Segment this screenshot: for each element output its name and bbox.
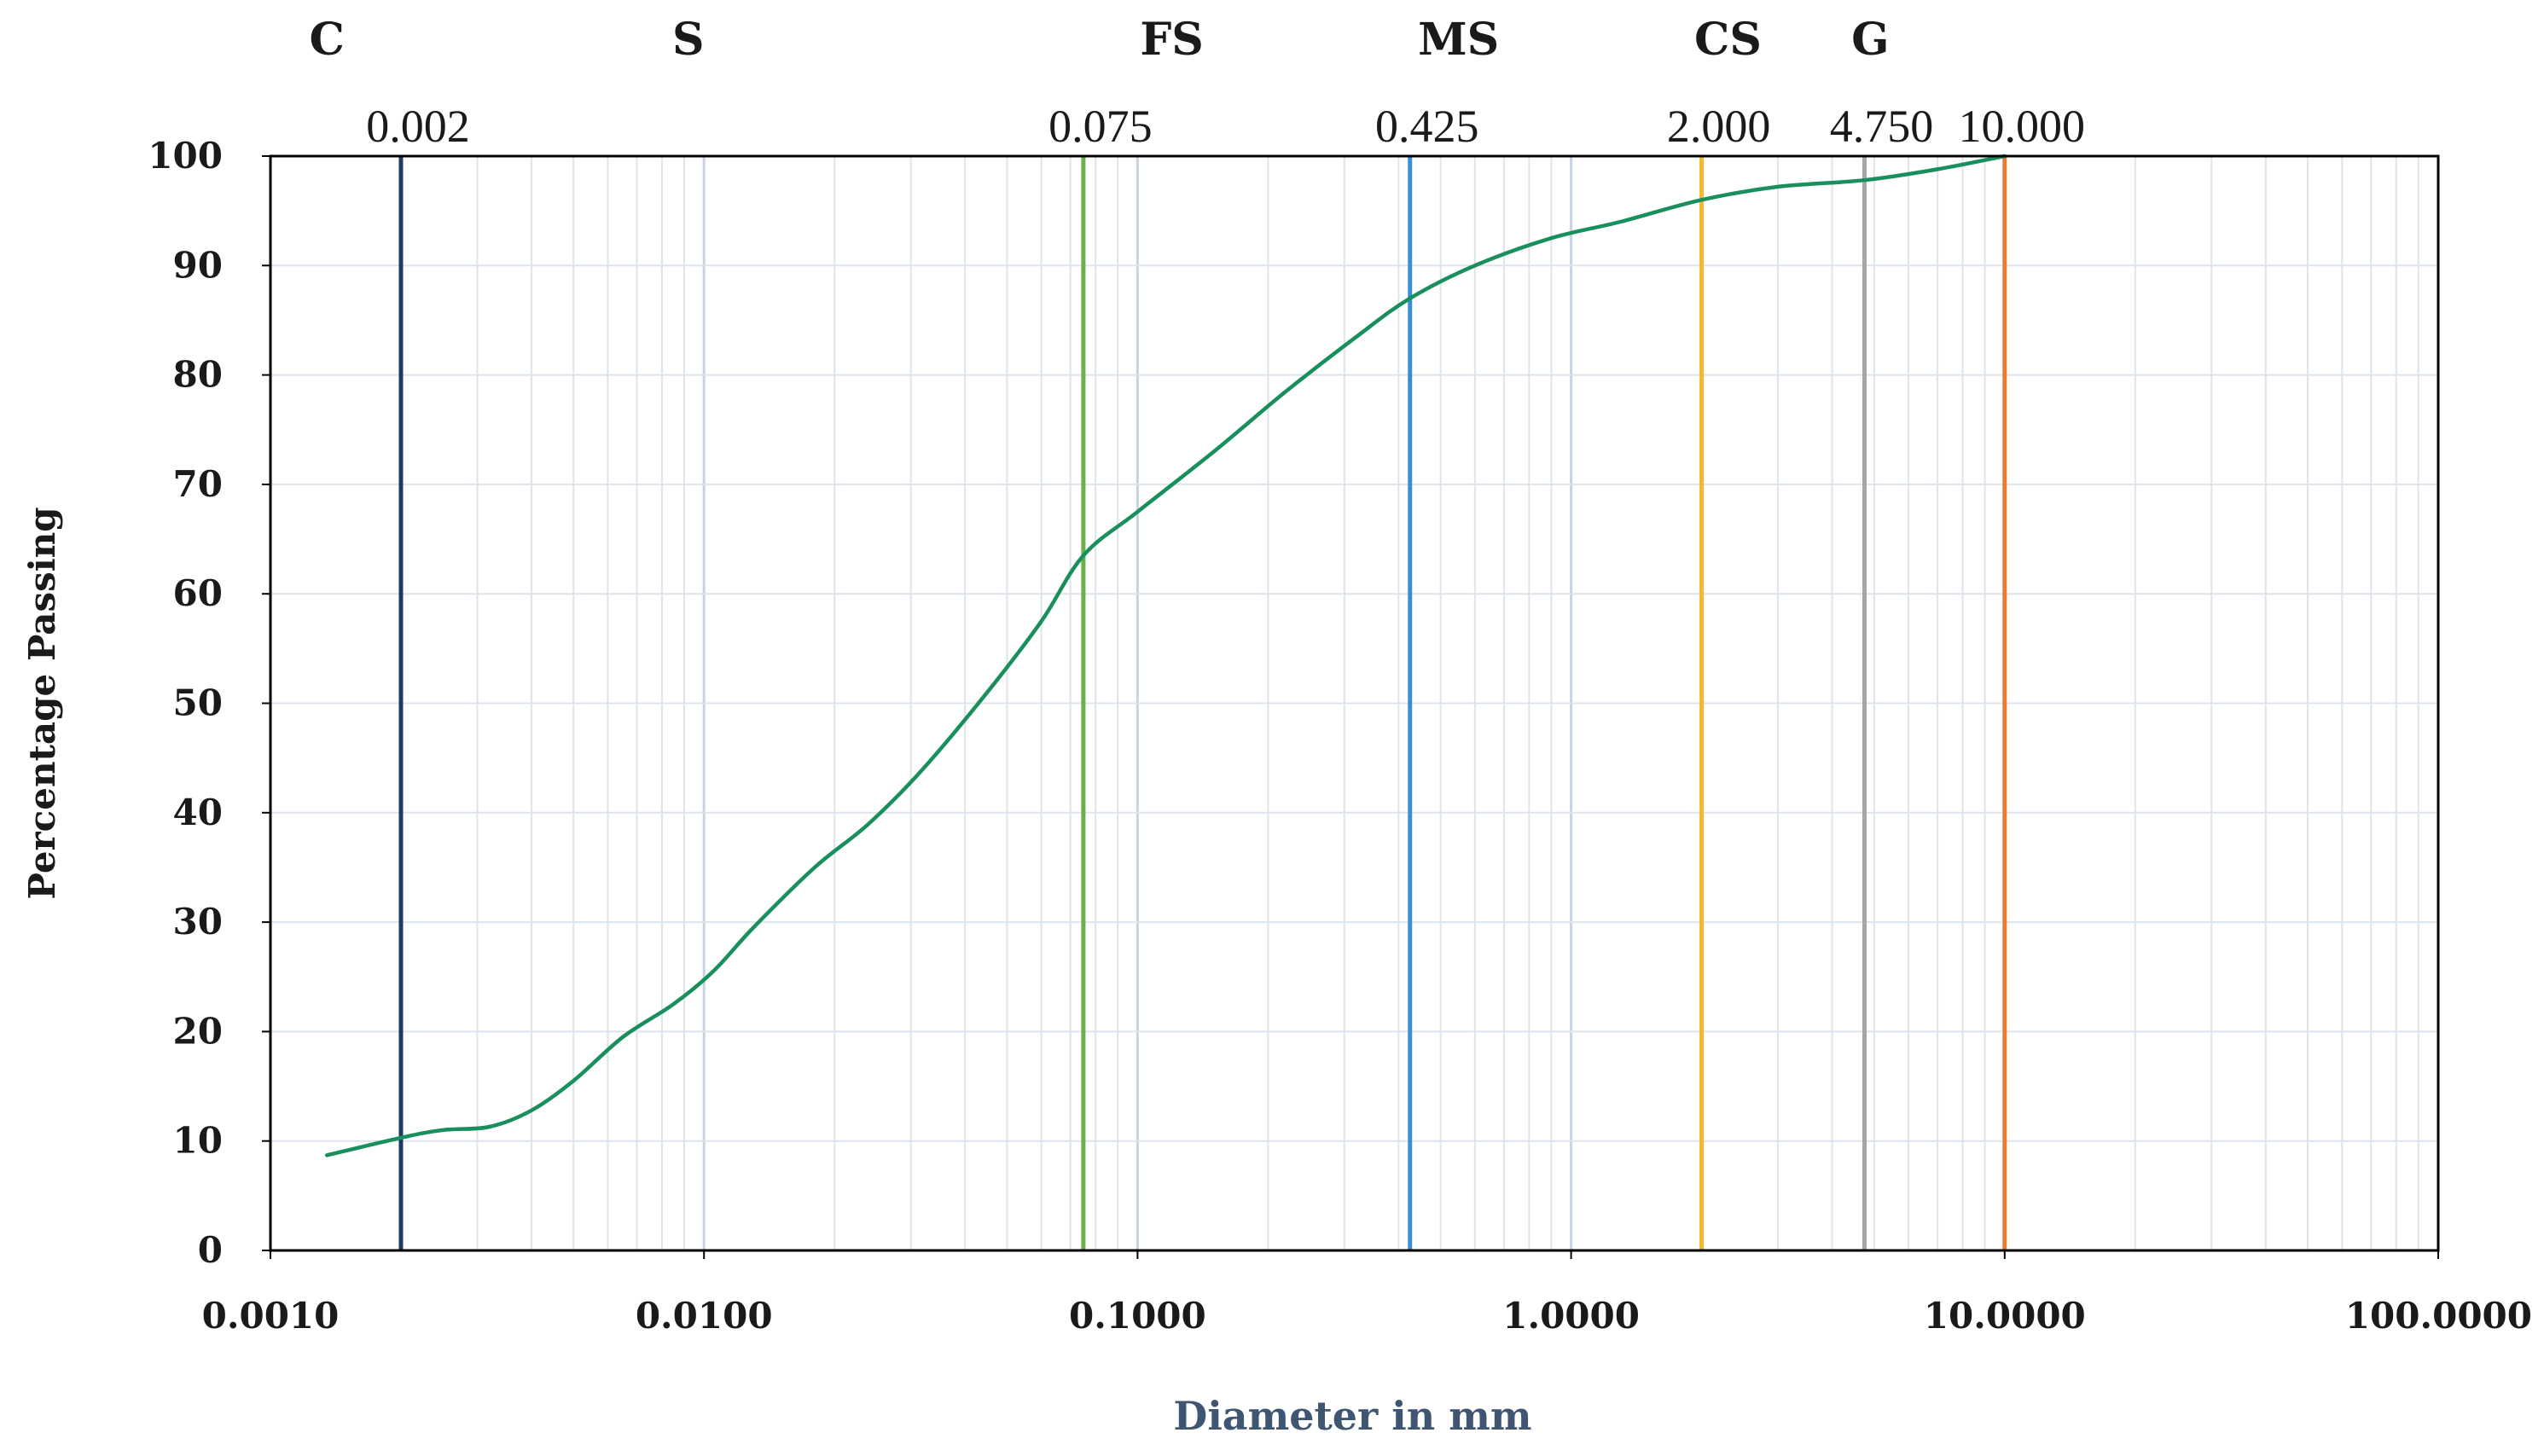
y-tick-label: 80: [173, 354, 223, 396]
y-tick-label: 70: [173, 463, 223, 505]
reference-line-label: 0.075: [1048, 101, 1153, 152]
reference-line-label: 4.750: [1830, 101, 1934, 152]
x-tick-label: 10.0000: [1924, 1295, 2086, 1337]
x-tick-label: 0.0010: [202, 1295, 340, 1337]
grid: [269, 156, 2438, 1250]
axis-ticks: 0 10 20 30 40 50 60 70 80 90 100 0.0010 0.0100 0.1000…: [148, 135, 2532, 1337]
reference-lines: [398, 156, 2007, 1250]
y-tick-label: 50: [173, 682, 223, 724]
y-tick-label: 60: [173, 572, 223, 614]
soil-zone-label: C: [310, 14, 345, 66]
soil-zone-label: CS: [1694, 14, 1762, 66]
soil-zone-label: FS: [1140, 14, 1203, 66]
x-tick-label: 1.0000: [1502, 1295, 1640, 1337]
y-tick-label: 100: [148, 135, 223, 177]
x-tick-label: 0.0100: [636, 1295, 773, 1337]
y-tick-label: 20: [173, 1010, 223, 1052]
y-tick-label: 40: [173, 792, 223, 833]
soil-zone-label: S: [672, 14, 705, 66]
x-tick-label: 0.1000: [1069, 1295, 1206, 1337]
reference-line-label: 10.000: [1959, 101, 2086, 152]
y-axis-title: Percentage Passing: [21, 507, 63, 899]
reference-line-label: 0.002: [366, 101, 470, 152]
y-tick-label: 30: [173, 901, 223, 943]
soil-zone-label: G: [1851, 14, 1889, 66]
soil-zone-label: MS: [1418, 14, 1499, 66]
reference-line-label: 2.000: [1667, 101, 1771, 152]
y-tick-label: 90: [173, 244, 223, 286]
x-tick-label: 100.0000: [2345, 1295, 2532, 1337]
y-tick-label: 10: [173, 1120, 223, 1162]
reference-line-label: 0.425: [1375, 101, 1479, 152]
x-axis-title: Diameter in mm: [1173, 1393, 1531, 1439]
series-line: [324, 154, 2007, 1157]
y-tick-label: 0: [198, 1229, 223, 1271]
